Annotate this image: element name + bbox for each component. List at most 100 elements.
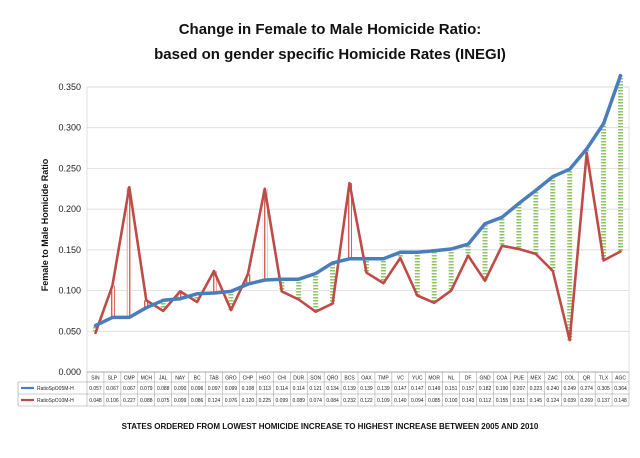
category-label: PUE: [514, 376, 525, 382]
data-value-label: 0.145: [530, 398, 543, 404]
data-value-label: 0.147: [411, 386, 424, 392]
data-value-label: 0.223: [530, 386, 543, 392]
decrease-bar: [465, 244, 471, 256]
decrease-bar: [194, 293, 200, 302]
decrease-bar: [618, 75, 624, 252]
increase-bar: [347, 183, 353, 259]
decrease-bar: [313, 273, 319, 312]
data-value-label: 0.114: [276, 386, 288, 392]
decrease-bar: [330, 262, 336, 304]
decrease-bar: [296, 279, 302, 300]
data-value-label: 0.124: [547, 398, 560, 404]
decrease-bar: [448, 249, 454, 291]
data-value-label: 0.240: [547, 386, 560, 392]
data-value-label: 0.075: [157, 398, 170, 404]
category-label: TMP: [378, 376, 389, 382]
series-lines: [93, 73, 623, 342]
category-label: SON: [310, 376, 321, 382]
category-label: AGC: [615, 376, 626, 382]
increase-bar: [262, 188, 268, 280]
legend-label: RatioSpO05M-H: [37, 386, 74, 392]
data-value-label: 0.137: [597, 398, 610, 404]
category-label: NL: [448, 376, 455, 382]
data-value-label: 0.305: [597, 386, 610, 392]
y-tick-label: 0.350: [58, 82, 81, 92]
decrease-bar: [567, 169, 573, 341]
data-value-label: 0.149: [428, 386, 441, 392]
increase-bar: [126, 187, 132, 318]
data-value-label: 0.108: [242, 386, 255, 392]
data-value-label: 0.124: [208, 398, 221, 404]
category-label: BCS: [344, 376, 355, 382]
data-value-label: 0.157: [462, 386, 475, 392]
data-value-label: 0.227: [123, 398, 136, 404]
category-label: MCH: [141, 376, 153, 382]
legend-label: RatioSpO10M-H: [37, 398, 74, 404]
data-value-label: 0.085: [428, 398, 441, 404]
data-value-label: 0.139: [377, 386, 390, 392]
data-value-label: 0.143: [462, 398, 475, 404]
category-label: QRO: [327, 376, 339, 382]
category-label: TLX: [599, 376, 609, 382]
data-value-label: 0.048: [89, 398, 102, 404]
category-label: DUR: [293, 376, 304, 382]
decrease-bar: [431, 250, 437, 303]
category-label: SIN: [91, 376, 100, 382]
data-value-label: 0.099: [276, 398, 289, 404]
category-label: JAL: [159, 376, 168, 382]
decrease-bar: [601, 123, 607, 261]
data-value-label: 0.088: [157, 386, 170, 392]
data-value-label: 0.096: [191, 386, 204, 392]
data-value-label: 0.155: [496, 398, 509, 404]
decrease-bar: [516, 203, 522, 250]
data-value-label: 0.147: [394, 386, 407, 392]
data-table: SIN SLP CMP MCH JAL NAY BC TAB GRO CHP HGO CHI DUR SO…: [17, 371, 630, 407]
series-line-2005: [93, 73, 623, 328]
category-label: GND: [479, 376, 491, 382]
data-value-label: 0.074: [309, 398, 322, 404]
chart-title-line1: Change in Female to Male Homicide Ratio:: [179, 21, 482, 38]
data-value-label: 0.106: [106, 398, 119, 404]
data-value-label: 0.067: [106, 386, 119, 392]
decrease-bar: [397, 252, 403, 258]
category-label: MEX: [530, 376, 542, 382]
y-tick-label: 0.150: [58, 245, 81, 255]
y-tick-label: 0.300: [58, 123, 81, 133]
data-value-label: 0.112: [479, 398, 491, 404]
data-value-label: 0.122: [360, 398, 373, 404]
category-label: BC: [194, 376, 201, 382]
data-value-label: 0.134: [326, 386, 339, 392]
decrease-bar: [160, 300, 166, 311]
data-value-label: 0.094: [411, 398, 424, 404]
data-value-label: 0.057: [89, 386, 102, 392]
increase-bar: [177, 291, 183, 299]
data-value-label: 0.039: [563, 398, 576, 404]
increase-bar: [143, 300, 149, 308]
category-label: GRO: [225, 376, 237, 382]
data-value-label: 0.088: [140, 398, 153, 404]
category-label: YUC: [412, 376, 423, 382]
data-value-label: 0.140: [394, 398, 407, 404]
data-value-label: 0.100: [445, 398, 458, 404]
data-value-label: 0.249: [563, 386, 576, 392]
data-value-label: 0.121: [309, 386, 322, 392]
category-label: OAX: [361, 376, 372, 382]
data-value-label: 0.274: [580, 386, 593, 392]
y-axis-ticks: 0.000 0.050 0.100 0.150 0.200 0.250 0.300 0.350: [58, 82, 81, 377]
category-label: ZAC: [548, 376, 558, 382]
data-value-label: 0.067: [123, 386, 136, 392]
category-label: COA: [497, 376, 509, 382]
data-value-label: 0.232: [343, 398, 356, 404]
data-value-label: 0.139: [360, 386, 373, 392]
data-value-label: 0.089: [292, 398, 305, 404]
category-label: CMP: [124, 376, 136, 382]
data-value-label: 0.090: [174, 386, 187, 392]
y-tick-label: 0.250: [58, 163, 81, 173]
decrease-bar: [228, 291, 234, 311]
data-value-label: 0.076: [225, 398, 238, 404]
category-label: DF: [465, 376, 472, 382]
category-label: QR: [583, 376, 591, 382]
data-value-label: 0.114: [293, 386, 305, 392]
series-line-2010: [94, 151, 622, 342]
category-label: HGO: [259, 376, 271, 382]
